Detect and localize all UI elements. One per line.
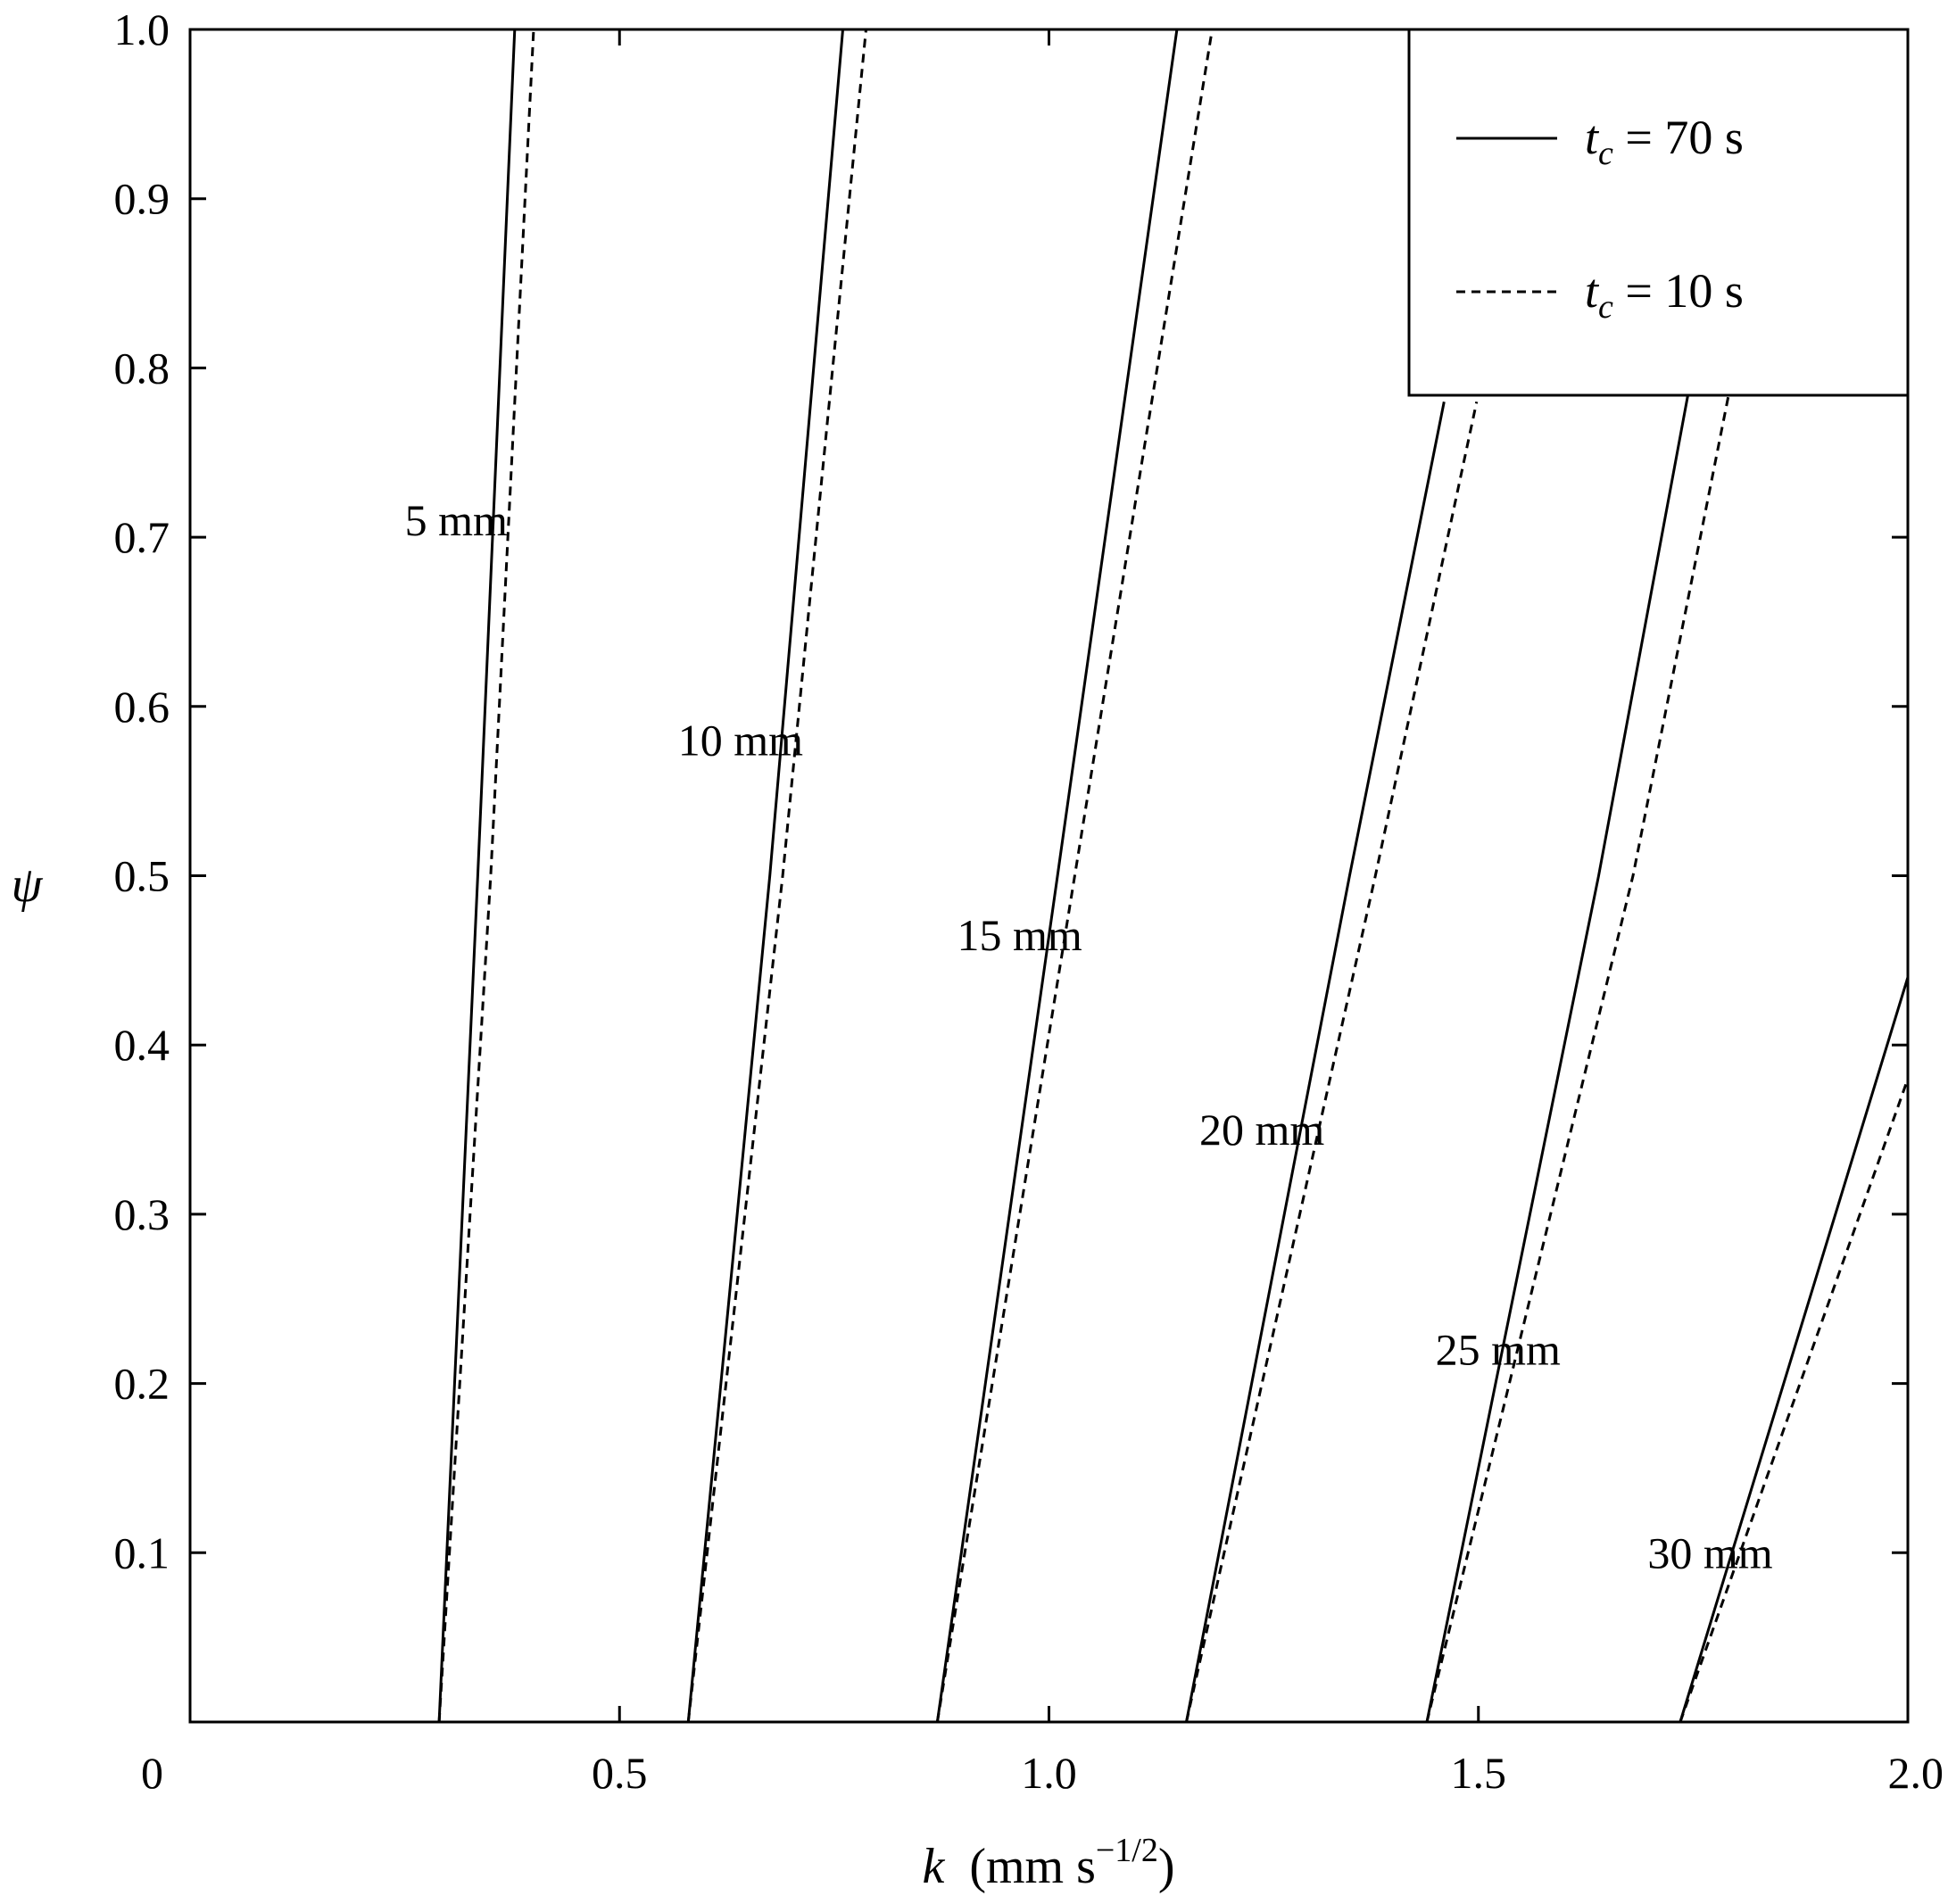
x-axis-var: k — [922, 1839, 945, 1894]
curve-label: 10 mm — [678, 716, 803, 766]
series-line-20mm-solid — [1185, 401, 1446, 1723]
y-tick-label: 0.9 — [114, 174, 170, 224]
x-axis-unit-exponent: −1/2 — [1096, 1832, 1158, 1869]
x-tick-label: 1.0 — [1021, 1748, 1077, 1798]
legend-entry-dashed: tc = 10 s — [1456, 264, 1744, 326]
legend-label-dashed: tc = 10 s — [1585, 264, 1744, 326]
x-axis-label: k (mm s−1/2) — [922, 1832, 1174, 1894]
x-tick-label: 0 — [141, 1748, 163, 1798]
legend-label-solid: tc = 70 s — [1585, 111, 1744, 172]
series-line-30mm-solid — [1679, 976, 1910, 1723]
x-axis-unit-close: ) — [1158, 1839, 1175, 1894]
legend-subscript: c — [1598, 288, 1613, 326]
y-tick-label: 0.3 — [114, 1189, 170, 1239]
x-tick-label: 2.0 — [1888, 1748, 1944, 1798]
series-line-10mm-solid — [686, 29, 844, 1723]
y-tick-label: 0.2 — [114, 1359, 170, 1409]
plot-frame — [188, 28, 1910, 1724]
legend-value: = 70 s — [1613, 111, 1744, 164]
x-tick-label: 0.5 — [592, 1748, 648, 1798]
series-line-15mm-solid — [935, 29, 1179, 1723]
legend-subscript: c — [1598, 135, 1613, 172]
legend-box — [1407, 28, 1910, 397]
y-tick-label: 0.8 — [114, 343, 170, 393]
legend-var: t — [1585, 264, 1600, 318]
series-line-20mm-dashed — [1185, 401, 1479, 1723]
curve-labels: 5 mm 10 mm 15 mm 20 mm 25 mm 30 mm — [405, 495, 1773, 1577]
x-axis-unit: (mm s — [969, 1839, 1096, 1894]
legend-value: = 10 s — [1613, 264, 1744, 318]
legend-var: t — [1585, 111, 1600, 164]
y-tick-label: 0.4 — [114, 1020, 170, 1070]
y-tick-label: 0.1 — [114, 1527, 170, 1577]
y-tick-label: 0.7 — [114, 512, 170, 562]
y-tick-label: 1.0 — [114, 4, 170, 54]
series-line-5mm-solid — [437, 29, 517, 1723]
series-line-30mm-dashed — [1679, 1078, 1910, 1723]
legend-entry-solid: tc = 70 s — [1456, 111, 1744, 172]
series-line-15mm-dashed — [935, 29, 1214, 1723]
series-line-5mm-dashed — [437, 29, 535, 1723]
y-tick-label: 0.6 — [114, 682, 170, 732]
y-tick-label: 0.5 — [114, 851, 170, 901]
curve-label: 20 mm — [1199, 1105, 1324, 1155]
x-tick-label: 1.5 — [1451, 1748, 1507, 1798]
curve-label: 15 mm — [957, 910, 1082, 960]
curve-label: 25 mm — [1436, 1325, 1561, 1375]
series-line-10mm-dashed — [686, 29, 867, 1723]
curve-label: 5 mm — [405, 495, 508, 545]
tick-labels: 0 0.5 1.0 1.5 2.0 0.1 0.2 0.3 0.4 0.5 0.6 0.7 0.8 0.9… — [114, 4, 1944, 1798]
y-axis-label: ψ — [12, 857, 44, 913]
curve-label: 30 mm — [1647, 1527, 1772, 1577]
